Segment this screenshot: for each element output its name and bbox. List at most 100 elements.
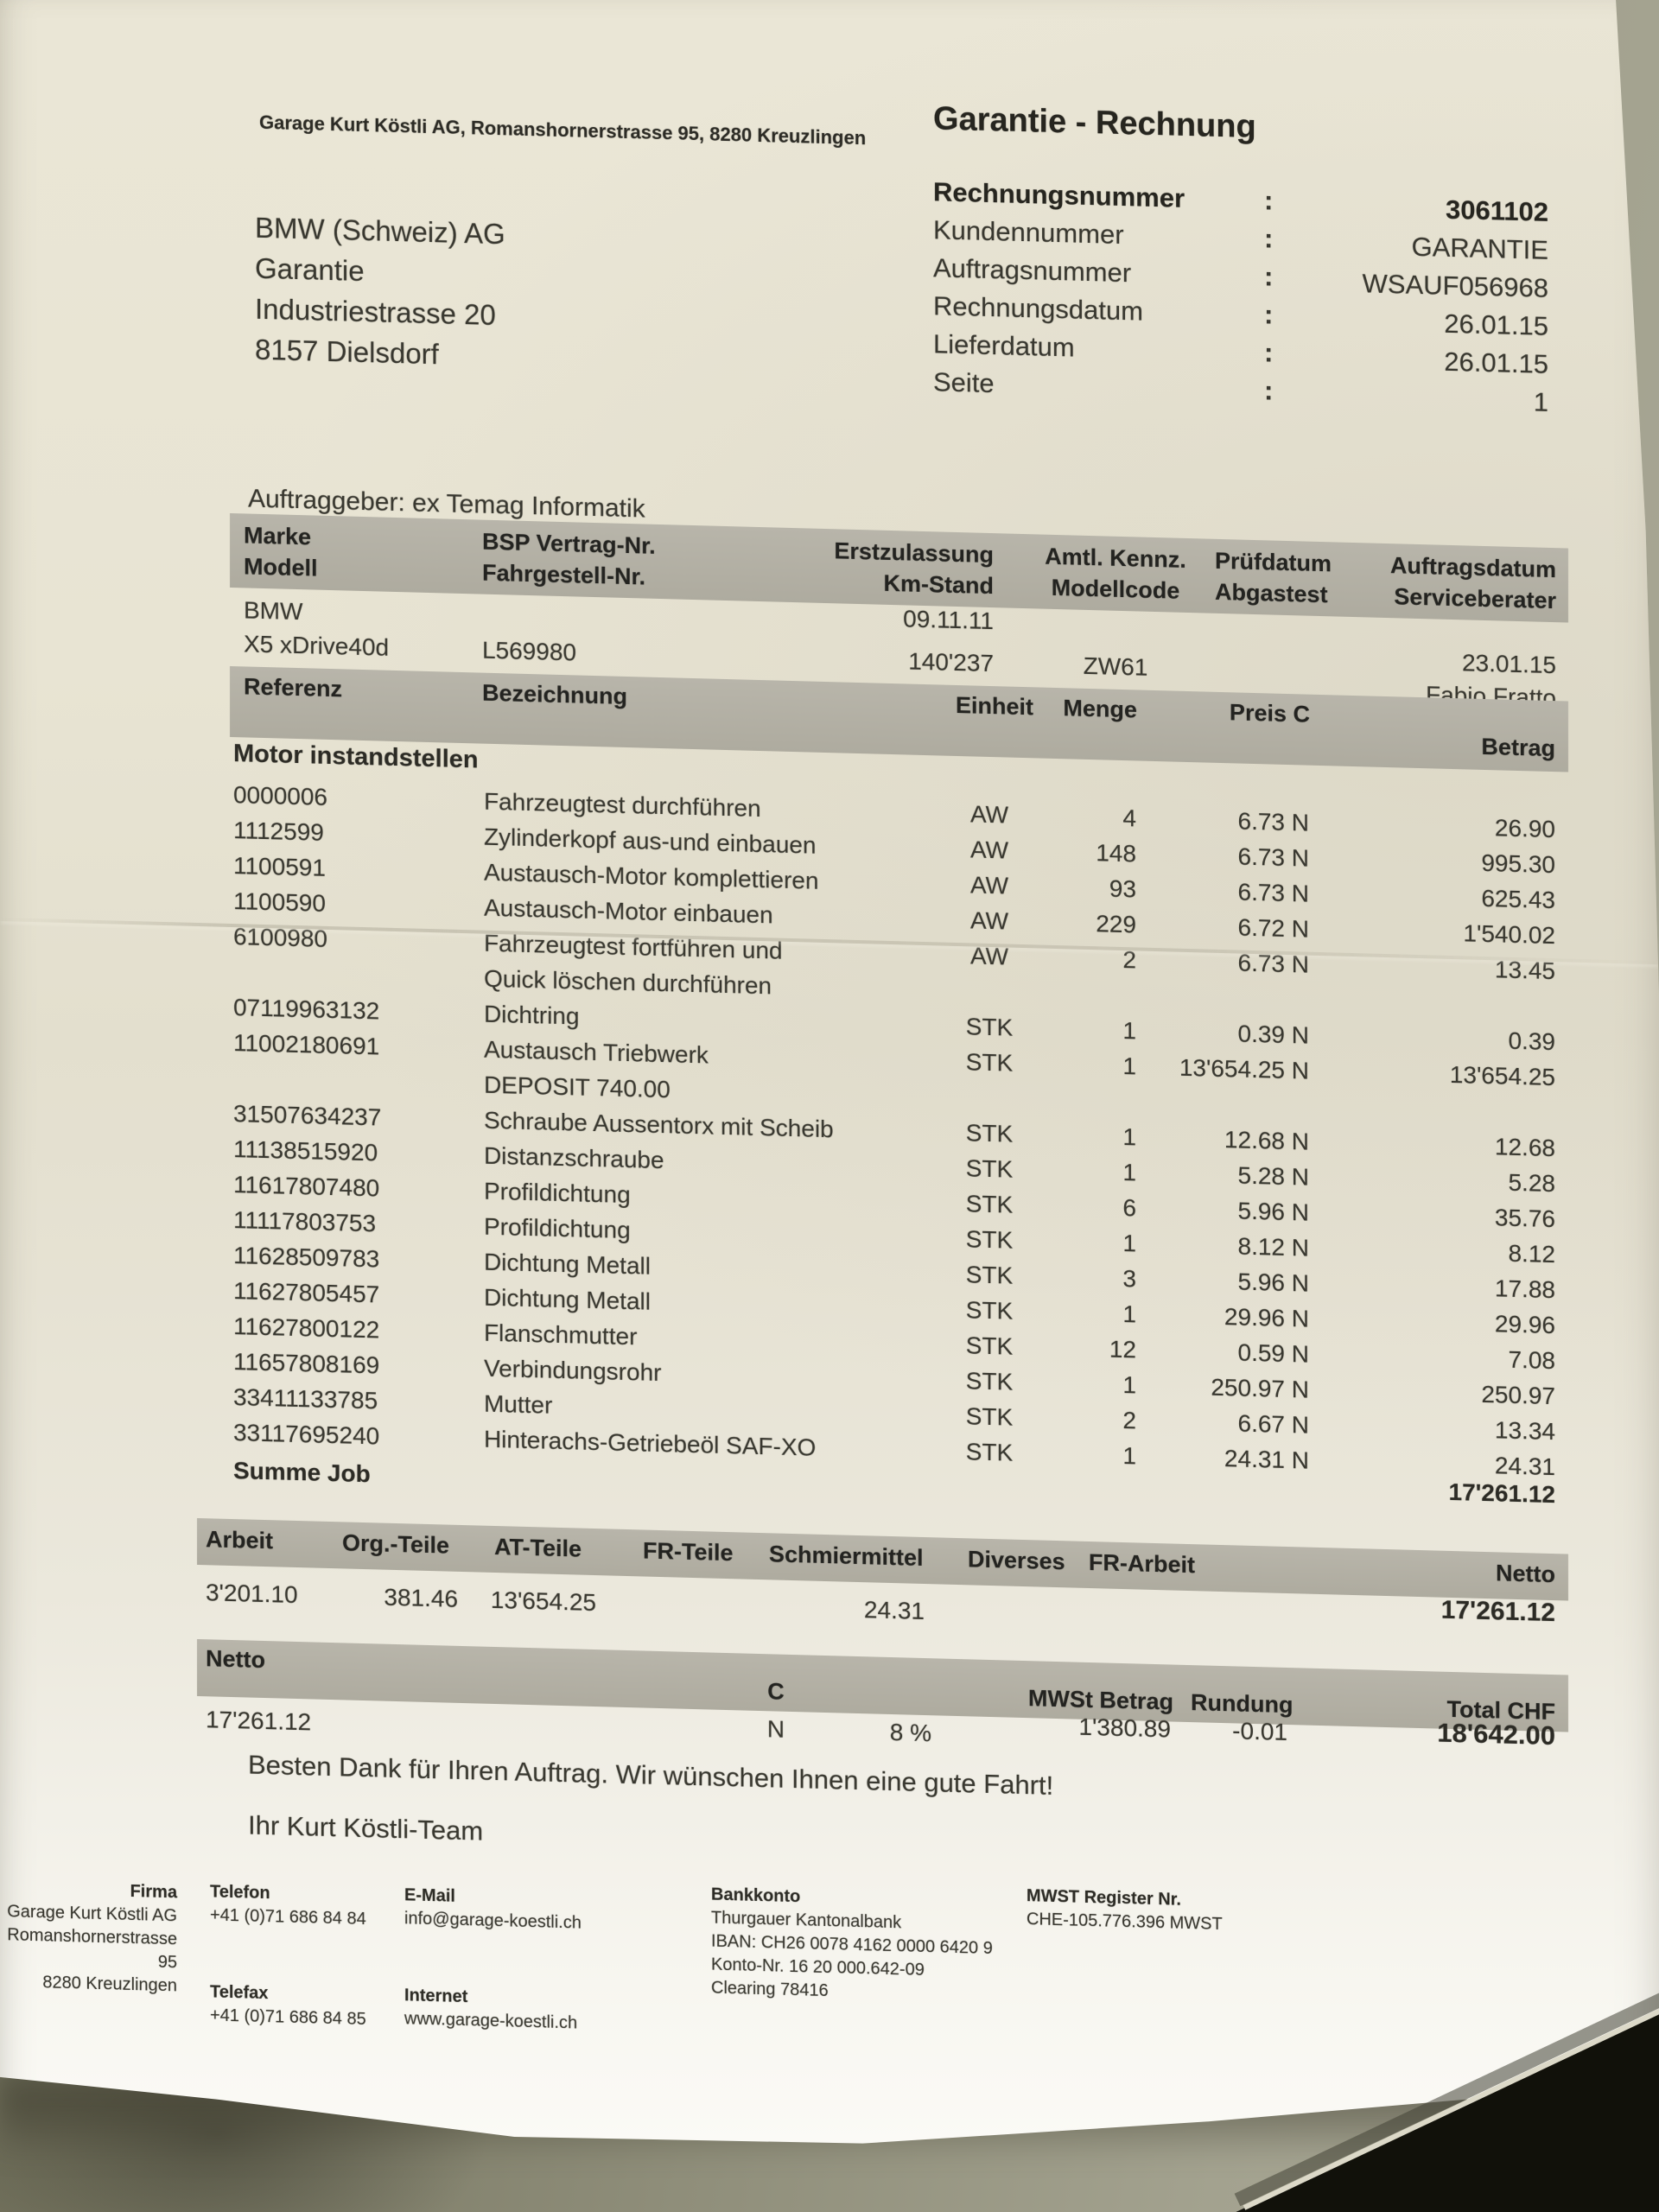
info-value: 26.01.15 <box>1444 346 1548 379</box>
info-label: Rechnungsdatum <box>933 290 1143 327</box>
info-value: 1 <box>1533 386 1548 417</box>
item-preis: 6.73 N <box>1237 807 1310 836</box>
vehicle-kmstand: 140'237 <box>908 647 994 677</box>
vehicle-header-abgastest: Abgastest <box>1215 578 1328 608</box>
item-menge: 2 <box>1122 946 1136 974</box>
info-colon: : <box>1264 185 1274 216</box>
t1-header-at-teile: AT-Teile <box>494 1533 582 1562</box>
info-label: Lieferdatum <box>933 328 1075 363</box>
item-einheit: STK <box>965 1048 1014 1077</box>
items-header-referenz: Referenz <box>244 673 343 702</box>
footer-bank: Bankkonto Thurgauer Kantonalbank IBAN: C… <box>711 1884 1074 2010</box>
items-rows: 0000006 Fahrzeugtest durchführen AW 4 6.… <box>233 777 1555 1484</box>
item-preis: 6.67 N <box>1237 1409 1310 1439</box>
item-preis: 6.73 N <box>1237 842 1310 872</box>
vehicle-header-modell: Modell <box>244 553 318 582</box>
item-menge: 4 <box>1122 804 1136 832</box>
vehicle-header-erstzulassung: Erstzulassung <box>834 537 994 569</box>
item-einheit: AW <box>969 836 1009 864</box>
recipient-address: BMW (Schweiz) AG Garantie Industriestras… <box>255 211 505 371</box>
item-preis: 29.96 N <box>1224 1303 1309 1332</box>
item-einheit: STK <box>965 1296 1014 1325</box>
vehicle-erstzulassung: 09.11.11 <box>903 605 994 635</box>
item-preis: 0.59 N <box>1237 1338 1310 1368</box>
items-header-preis: Preis C <box>1229 699 1310 728</box>
item-menge: 3 <box>1122 1265 1136 1293</box>
item-einheit: STK <box>965 1013 1014 1041</box>
footer-firma: Firma Garage Kurt Köstli AG Romanshorner… <box>0 1877 177 1998</box>
vehicle-header-kennz: Amtl. Kennz. <box>1045 543 1186 573</box>
sender-line: Garage Kurt Köstli AG, Romanshornerstras… <box>259 111 867 149</box>
item-preis: 6.73 N <box>1237 878 1310 907</box>
item-menge: 6 <box>1122 1194 1136 1222</box>
info-label: Rechnungsnummer <box>933 176 1185 213</box>
item-einheit: STK <box>965 1225 1014 1254</box>
item-preis: 250.97 N <box>1211 1373 1309 1403</box>
t2-header-c: C <box>767 1678 785 1705</box>
vehicle-fahrgestell: L569980 <box>482 636 577 666</box>
footer-firma-address: Garage Kurt Köstli AG Romanshornerstrass… <box>7 1902 177 1996</box>
footer-telefax-number: +41 (0)71 686 84 85 <box>210 2005 366 2030</box>
item-preis: 5.96 N <box>1237 1197 1310 1226</box>
items-header-einheit: Einheit <box>955 691 1033 721</box>
item-preis: 12.68 N <box>1224 1126 1309 1155</box>
item-menge: 1 <box>1122 1230 1136 1257</box>
item-einheit: AW <box>969 871 1009 899</box>
item-einheit: STK <box>965 1190 1014 1218</box>
info-colon: : <box>1264 299 1274 330</box>
info-label: Auftragsnummer <box>933 252 1132 289</box>
info-value: 3061102 <box>1446 194 1548 227</box>
team-line: Ihr Kurt Köstli-Team <box>248 1809 484 1847</box>
item-einheit: STK <box>965 1119 1014 1147</box>
t1-header-fr-arbeit: FR-Arbeit <box>1089 1548 1195 1579</box>
vehicle-header-pruefdatum: Prüfdatum <box>1215 547 1332 577</box>
items-header-menge: Menge <box>1063 695 1137 723</box>
vehicle-row-2: X5 xDrive40d L569980 140'237 ZW61 23.01.… <box>230 630 1568 711</box>
item-menge: 1 <box>1122 1371 1136 1399</box>
section-title: Motor instandstellen <box>233 740 479 774</box>
t1-header-netto: Netto <box>1496 1560 1555 1588</box>
item-menge: 229 <box>1096 910 1136 938</box>
info-colon: : <box>1264 375 1274 406</box>
item-referenz: 33117695240 <box>233 1419 380 1450</box>
item-menge: 2 <box>1122 1407 1136 1434</box>
item-menge: 12 <box>1109 1335 1136 1363</box>
t2-value-rundung: -0.01 <box>1232 1717 1287 1746</box>
t1-header-fr-teile: FR-Teile <box>643 1537 734 1567</box>
info-value: WSAUF056968 <box>1362 268 1548 303</box>
footer-email: E-Mail info@garage-koestli.ch Internet w… <box>404 1884 664 2037</box>
t2-header-rundung: Rundung <box>1191 1689 1294 1719</box>
item-einheit: AW <box>969 906 1009 935</box>
t1-header-org-teile: Org.-Teile <box>342 1529 450 1559</box>
info-label: Seite <box>933 366 995 399</box>
footer-telefon-number: +41 (0)71 686 84 84 <box>210 1905 366 1929</box>
item-preis: 8.12 N <box>1237 1232 1310 1262</box>
item-einheit: STK <box>965 1367 1014 1395</box>
item-menge: 1 <box>1122 1052 1136 1080</box>
item-betrag: 13'654.25 <box>1449 1060 1555 1091</box>
t2-value-total-chf: 18'642.00 <box>1437 1717 1555 1751</box>
t1-value-org-teile: 381.46 <box>384 1583 458 1612</box>
t1-header-arbeit: Arbeit <box>206 1526 274 1554</box>
vehicle-header-marke: Marke <box>244 522 312 550</box>
item-bezeichnung: Austausch Triebwerk DEPOSIT 740.00 <box>484 1035 709 1103</box>
item-menge: 93 <box>1109 874 1136 903</box>
t2-header-netto: Netto <box>206 1645 265 1674</box>
t2-value-mwst-satz: 8 % <box>889 1718 931 1747</box>
t2-value-netto: 17'261.12 <box>206 1706 312 1736</box>
t1-value-netto: 17'261.12 <box>1440 1595 1555 1628</box>
t1-value-arbeit: 3'201.10 <box>206 1579 298 1609</box>
vehicle-modell: X5 xDrive40d <box>244 630 390 661</box>
item-menge: 1 <box>1122 1300 1136 1328</box>
vehicle-header-modellcode: Modellcode <box>1051 574 1180 604</box>
info-label: Kundennummer <box>933 214 1124 251</box>
item-einheit: STK <box>965 1332 1014 1360</box>
info-colon: : <box>1264 261 1274 292</box>
footer-bank-details: Thurgauer Kantonalbank IBAN: CH26 0078 4… <box>711 1908 993 2001</box>
info-colon: : <box>1264 337 1274 368</box>
t1-header-diverses: Diverses <box>968 1546 1065 1575</box>
item-menge: 1 <box>1122 1159 1136 1186</box>
footer-mwst: MWST Register Nr. CHE-105.776.396 MWST <box>1027 1885 1312 1939</box>
vehicle-header-serviceberater: Serviceberater <box>1394 583 1556 614</box>
item-einheit: STK <box>965 1154 1014 1183</box>
